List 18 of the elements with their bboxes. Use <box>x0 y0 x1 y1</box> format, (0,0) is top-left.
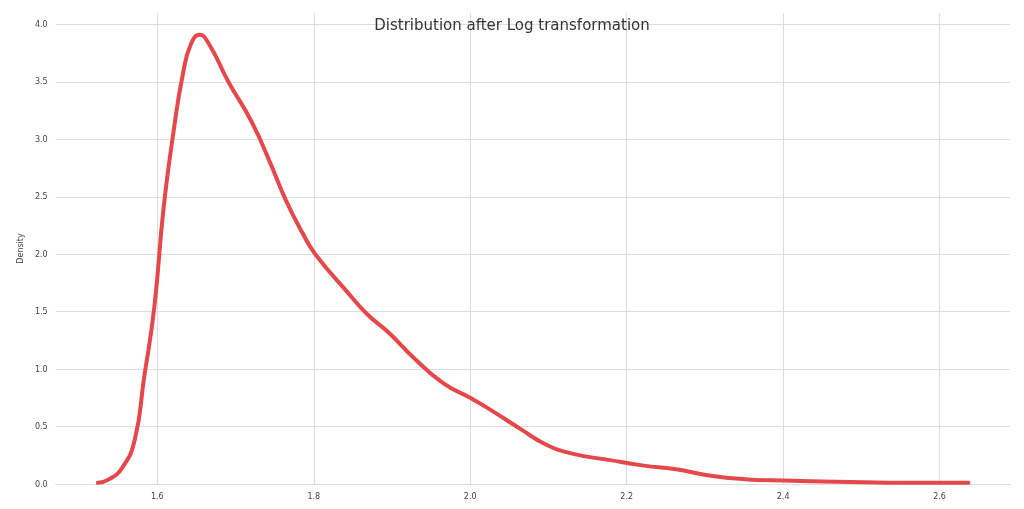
x-tick-label: 2.2 <box>620 491 634 501</box>
y-axis-title: Density <box>15 233 25 264</box>
y-tick-label: 1.0 <box>34 364 48 374</box>
y-tick-label: 3.5 <box>34 77 48 87</box>
y-tick-label: 4.0 <box>34 19 48 29</box>
line-series <box>95 32 971 485</box>
x-tick-label: 1.6 <box>150 491 164 501</box>
chart-title: Distribution after Log transformation <box>374 15 650 34</box>
y-tick-label: 0.0 <box>34 479 48 489</box>
x-tick-label: 2.0 <box>463 491 477 501</box>
x-tick-label: 1.8 <box>307 491 321 501</box>
y-tick-label: 3.0 <box>34 134 48 144</box>
y-tick-label: 0.5 <box>34 422 48 432</box>
y-tick-label: 2.5 <box>34 192 48 202</box>
x-tick-label: 2.4 <box>776 491 790 501</box>
y-tick-label: 2.0 <box>34 249 48 259</box>
x-tick-label: 2.6 <box>933 491 946 501</box>
y-tick-label: 1.5 <box>34 307 48 317</box>
